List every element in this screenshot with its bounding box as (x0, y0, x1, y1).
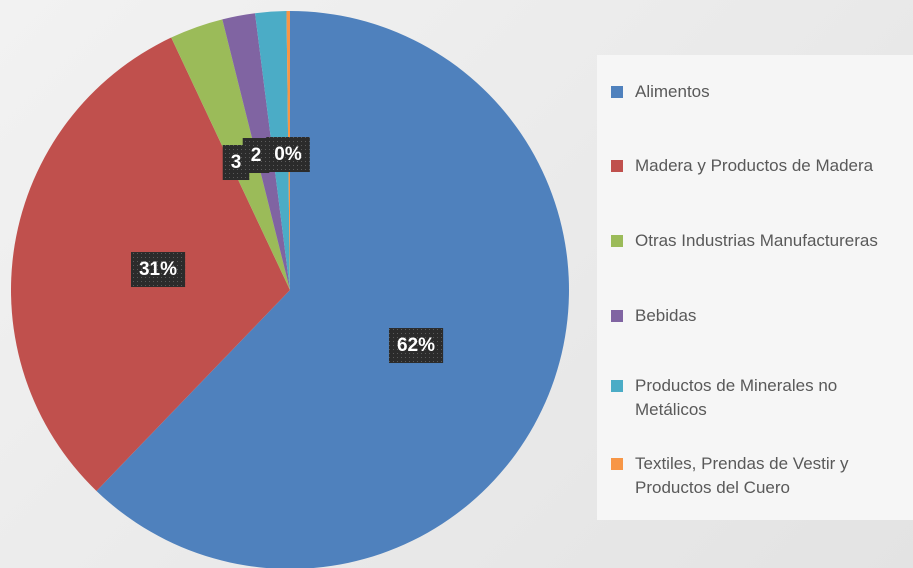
legend-item: Textiles, Prendas de Vestir y Productos … (611, 452, 907, 500)
data-label-group: 62% (388, 328, 444, 364)
data-label-box (266, 137, 310, 173)
legend-swatch (611, 86, 623, 98)
pie-slice (96, 11, 569, 568)
legend-label: Textiles, Prendas de Vestir y Productos … (635, 454, 849, 497)
legend-item: Productos de Minerales no Metálicos (611, 374, 907, 422)
data-label: 3 (231, 152, 242, 173)
data-label-box (242, 138, 270, 174)
data-label-box (388, 328, 444, 364)
data-label: 0% (274, 144, 302, 165)
data-label: 31% (139, 259, 177, 280)
legend-item: Bebidas (611, 304, 907, 328)
data-label-group: 2 (242, 138, 270, 174)
legend-label: Madera y Productos de Madera (635, 156, 874, 175)
legend-label: Otras Industrias Manufactureras (635, 231, 878, 250)
legend-label: Bebidas (635, 306, 697, 325)
data-label: 62% (397, 335, 435, 356)
data-label-group: 0% (266, 137, 310, 173)
legend-item: Alimentos (611, 80, 907, 104)
legend-swatch (611, 160, 623, 172)
data-label: 2 (251, 145, 262, 166)
legend-item: Madera y Productos de Madera (611, 154, 907, 178)
legend-swatch (611, 310, 623, 322)
legend-swatch (611, 458, 623, 470)
data-label-group: 31% (130, 252, 186, 288)
legend-label: Productos de Minerales no Metálicos (635, 376, 838, 419)
legend: Alimentos Madera y Productos de Madera Otr… (597, 55, 913, 520)
legend-label: Alimentos (635, 82, 710, 101)
legend-item: Otras Industrias Manufactureras (611, 229, 907, 253)
data-label-box (130, 252, 186, 288)
legend-swatch (611, 235, 623, 247)
legend-swatch (611, 380, 623, 392)
